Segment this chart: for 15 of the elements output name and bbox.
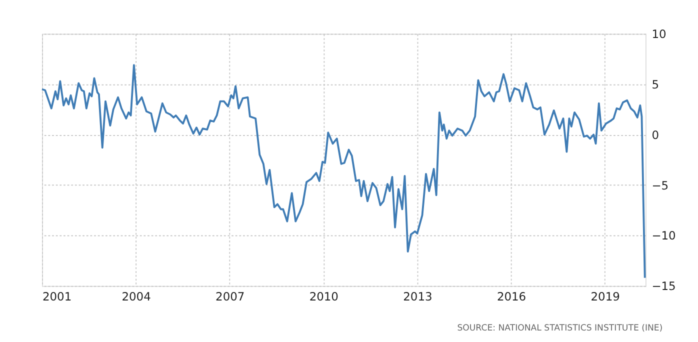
y-tick-label: −10 (652, 228, 676, 243)
y-tick-label: −5 (652, 178, 669, 192)
y-tick-label: 10 (652, 27, 666, 42)
y-tick-label: −15 (652, 279, 676, 294)
x-tick-label: 2019 (590, 290, 620, 304)
x-tick-label: 2016 (496, 290, 526, 304)
line-series (41, 64, 646, 279)
source-note: SOURCE: NATIONAL STATISTICS INSTITUTE (INE) (457, 324, 663, 334)
x-tick-label: 2001 (42, 290, 72, 304)
y-tick-label: 5 (652, 78, 659, 92)
x-tick-label: 2007 (216, 290, 245, 304)
x-tick-label: 2010 (309, 290, 338, 304)
x-tick-label: 2013 (403, 290, 432, 304)
y-tick-label: 0 (652, 128, 659, 142)
x-tick-label: 2004 (122, 290, 151, 304)
